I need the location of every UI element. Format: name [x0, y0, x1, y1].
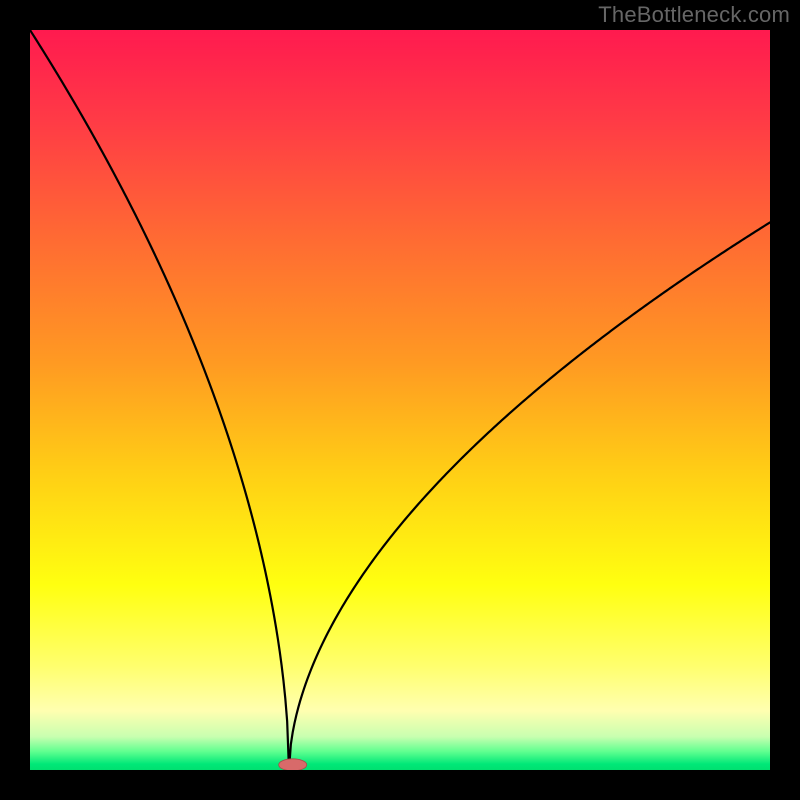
gradient-background	[30, 30, 770, 770]
watermark-text: TheBottleneck.com	[598, 2, 790, 28]
optimal-marker	[279, 759, 307, 770]
figure-frame: TheBottleneck.com	[0, 0, 800, 800]
bottleneck-chart	[30, 30, 770, 770]
plot-area	[30, 30, 770, 770]
